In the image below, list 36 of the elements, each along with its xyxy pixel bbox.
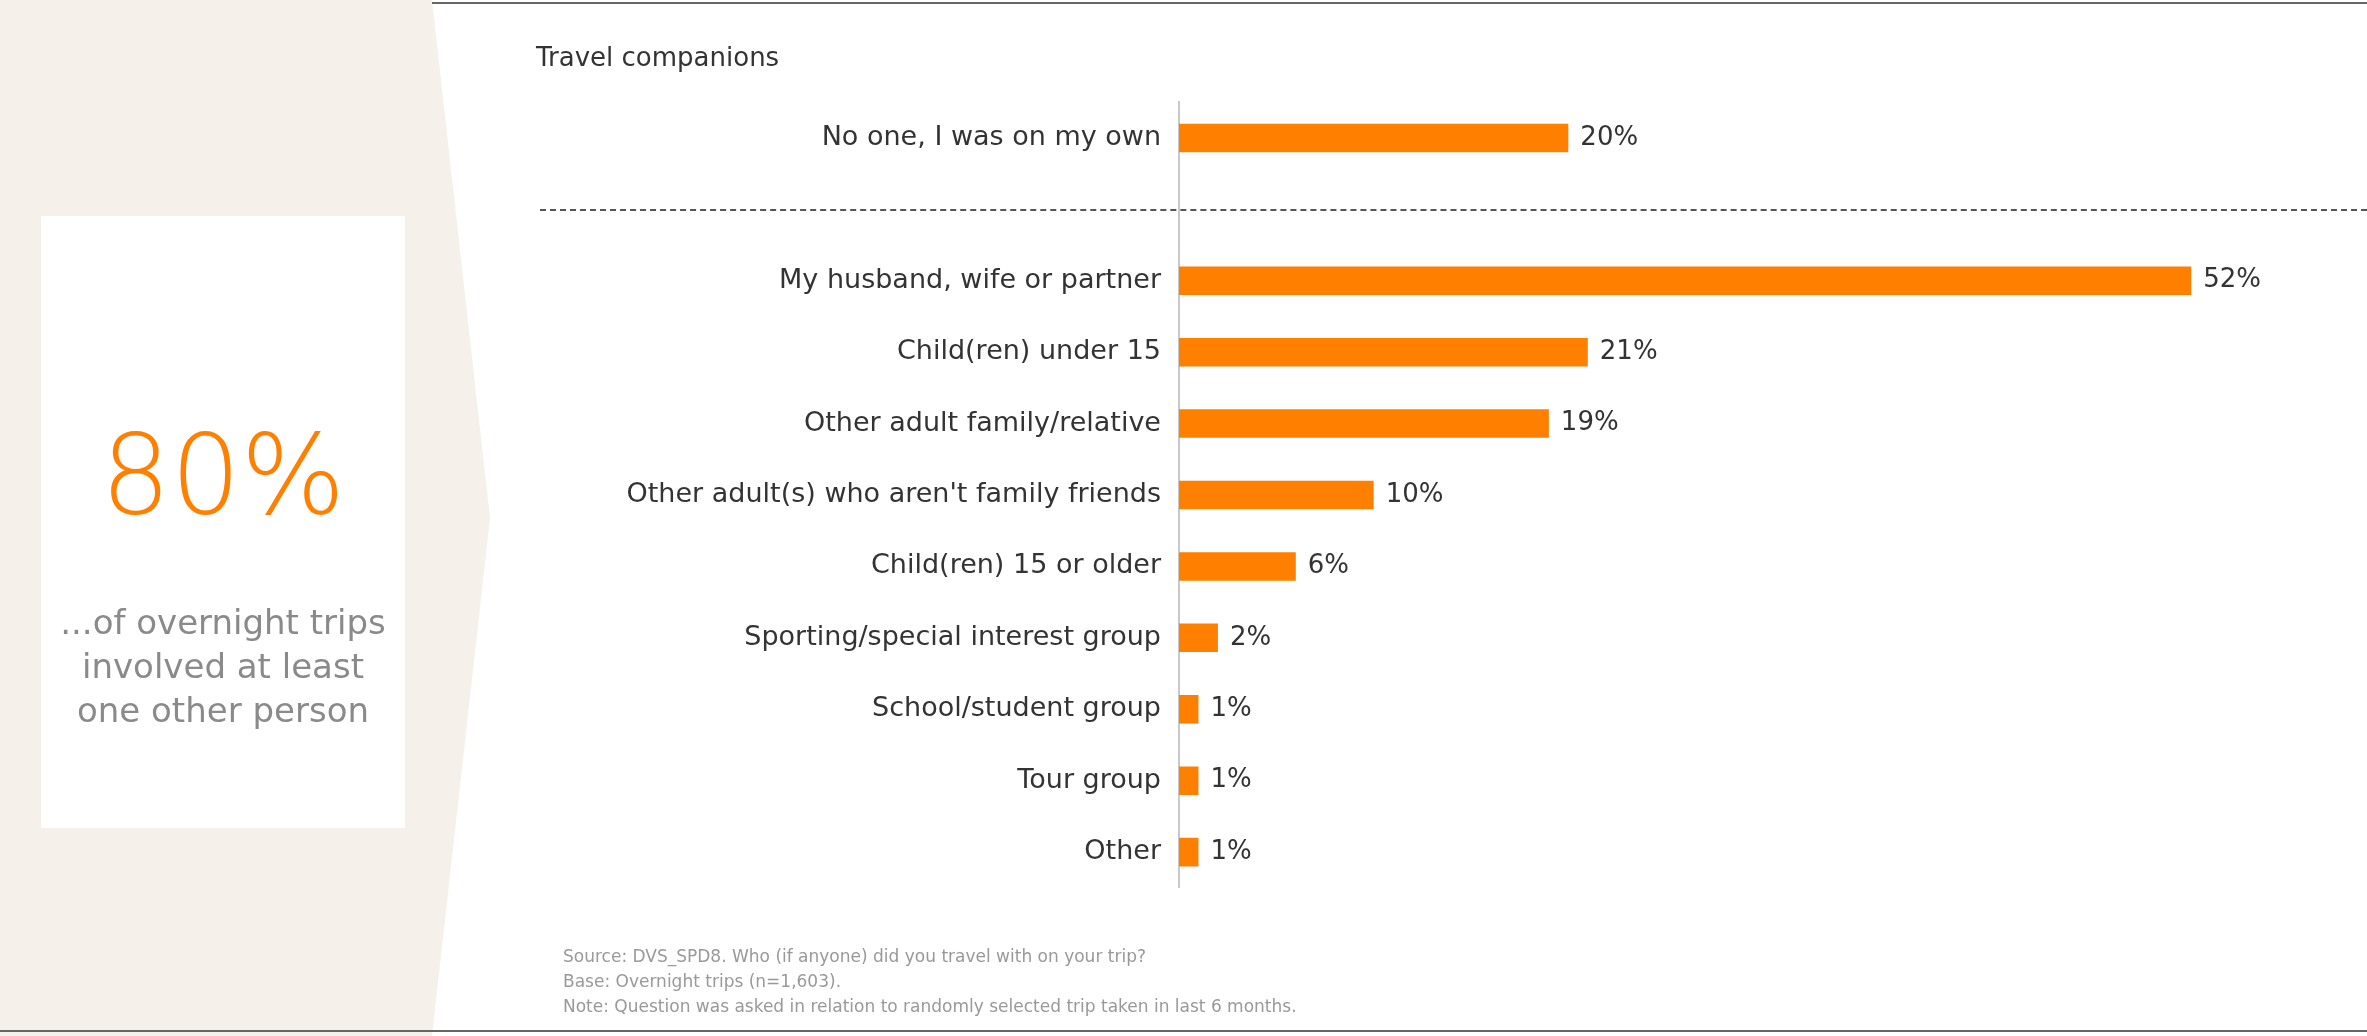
bar [1179,337,1588,367]
bar [1179,409,1549,438]
data-label: 19% [1560,406,1619,437]
bar [1179,480,1374,510]
data-label: 20% [1580,120,1639,151]
text: Note: Question was asked in relation to randomly selected trip taken in last 6 months. [563,995,1297,1018]
data-label: 1% [1210,834,1252,865]
y-tick-label: No one, I was on my own [821,119,1161,151]
source-note: Source: DVS_SPD8. Who (if anyone) did you travel with on your trip? [563,945,1147,969]
bar [1179,694,1199,724]
y-tick-label: Child(ren) under 15 [896,334,1161,366]
bar [1179,766,1199,795]
data-label: 6% [1307,549,1350,580]
y-tick-label: Sporting/special interest group [744,619,1161,651]
bar [1179,623,1218,653]
data-label: 10% [1385,477,1444,508]
data-label: 52% [2203,263,2262,294]
y-tick-label: Other adult family/relative [804,405,1161,437]
bar [1179,837,1199,867]
y-tick-label: Child(ren) 15 or older [871,548,1162,580]
data-label: 2% [1229,620,1272,651]
bar [1179,266,2192,296]
y-tick-label: My husband, wife or partner [779,262,1162,294]
data-label: 1% [1210,692,1252,722]
y-tick-label: Tour group [1016,762,1161,794]
y-tick-label: Other adult(s) who aren't family friends [626,477,1161,509]
bar [1179,552,1296,581]
text: ...of overnight trips involved at least one other person [60,601,386,732]
text: Base: Overnight trips (n=1,603). [563,970,843,993]
data-label: 21% [1599,334,1658,365]
bar [1179,123,1569,153]
y-tick-label: Other [1084,834,1162,866]
text: 80% [99,411,347,539]
text: Travel companions [536,42,780,72]
data-label: 1% [1210,763,1252,794]
y-tick-label: School/student group [872,691,1161,723]
